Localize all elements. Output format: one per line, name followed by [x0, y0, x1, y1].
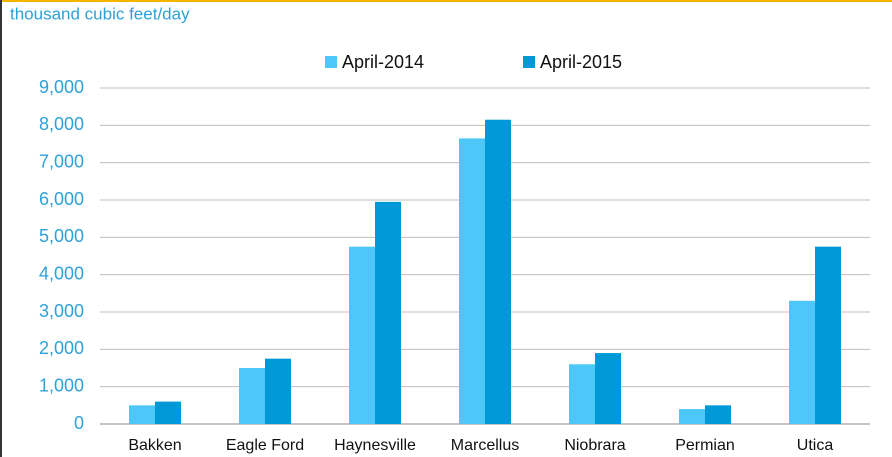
x-tick-label: Bakken: [128, 437, 181, 454]
bar: [265, 358, 291, 424]
x-tick-label: Permian: [675, 437, 735, 454]
x-tick-label: Marcellus: [451, 437, 519, 454]
y-tick-label: 2,000: [39, 338, 84, 358]
bar: [815, 246, 841, 424]
bar: [459, 138, 485, 424]
legend-label: April-2014: [342, 52, 424, 72]
bar: [679, 409, 705, 424]
y-tick-label: 1,000: [39, 375, 84, 395]
x-tick-label: Eagle Ford: [226, 437, 304, 454]
y-tick-label: 0: [74, 413, 84, 433]
bar: [375, 201, 401, 424]
x-tick-label: Haynesville: [334, 437, 416, 454]
legend-swatch: [523, 56, 535, 68]
y-tick-label: 9,000: [39, 77, 84, 97]
bar: [569, 364, 595, 424]
bar: [129, 405, 155, 424]
bar: [789, 300, 815, 424]
bar: [705, 405, 731, 424]
legend-label: April-2015: [540, 52, 622, 72]
bar: [239, 368, 265, 424]
y-tick-label: 7,000: [39, 151, 84, 171]
bar: [485, 119, 511, 424]
bar: [155, 401, 181, 424]
legend-swatch: [325, 56, 337, 68]
x-tick-label: Niobrara: [564, 437, 625, 454]
y-tick-label: 5,000: [39, 226, 84, 246]
bar: [595, 353, 621, 424]
y-tick-label: 8,000: [39, 114, 84, 134]
y-tick-label: 6,000: [39, 189, 84, 209]
subtitle: thousand cubic feet/day: [10, 4, 190, 23]
bar: [349, 246, 375, 424]
y-tick-label: 3,000: [39, 301, 84, 321]
y-tick-label: 4,000: [39, 263, 84, 283]
x-tick-label: Utica: [797, 437, 834, 454]
